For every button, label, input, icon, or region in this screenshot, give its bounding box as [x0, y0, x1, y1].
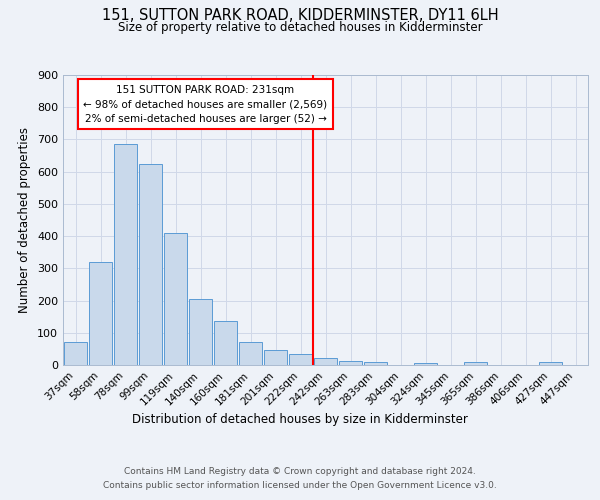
Text: Size of property relative to detached houses in Kidderminster: Size of property relative to detached ho… [118, 21, 482, 34]
Bar [139, 164, 163, 365]
Bar [113, 144, 137, 365]
Bar [214, 320, 238, 365]
Bar [289, 354, 313, 365]
Bar [263, 350, 287, 365]
Bar [314, 358, 337, 365]
Bar [338, 361, 362, 365]
Bar [539, 362, 562, 365]
Bar [89, 262, 112, 365]
Bar [164, 233, 187, 365]
Bar [364, 362, 388, 365]
Bar [239, 342, 262, 365]
Text: Distribution of detached houses by size in Kidderminster: Distribution of detached houses by size … [132, 412, 468, 426]
Text: 151, SUTTON PARK ROAD, KIDDERMINSTER, DY11 6LH: 151, SUTTON PARK ROAD, KIDDERMINSTER, DY… [101, 8, 499, 22]
Text: Contains public sector information licensed under the Open Government Licence v3: Contains public sector information licen… [103, 481, 497, 490]
Bar [188, 299, 212, 365]
Text: 151 SUTTON PARK ROAD: 231sqm
← 98% of detached houses are smaller (2,569)
2% of : 151 SUTTON PARK ROAD: 231sqm ← 98% of de… [83, 84, 328, 124]
Bar [464, 362, 487, 365]
Y-axis label: Number of detached properties: Number of detached properties [19, 127, 31, 313]
Text: Contains HM Land Registry data © Crown copyright and database right 2024.: Contains HM Land Registry data © Crown c… [124, 468, 476, 476]
Bar [64, 342, 88, 365]
Bar [413, 363, 437, 365]
